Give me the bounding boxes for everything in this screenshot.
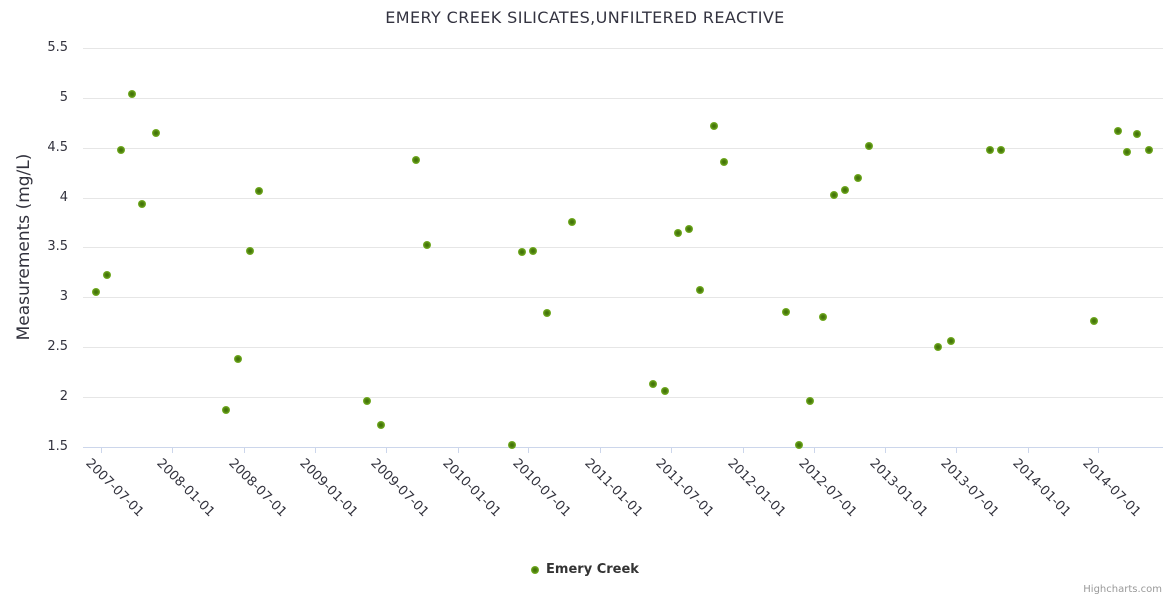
x-axis-line bbox=[83, 447, 1163, 448]
data-point[interactable] bbox=[710, 121, 719, 130]
x-tick-label: 2012-07-01 bbox=[795, 456, 860, 521]
y-tick-label: 1.5 bbox=[47, 439, 68, 454]
data-point[interactable] bbox=[865, 141, 874, 150]
x-tick-label: 2014-01-01 bbox=[1009, 456, 1074, 521]
x-tick-label: 2009-07-01 bbox=[367, 456, 432, 521]
data-point[interactable] bbox=[934, 343, 943, 352]
y-tick-label: 2.5 bbox=[47, 339, 68, 355]
x-tick-label: 2013-01-01 bbox=[866, 456, 931, 521]
legend-item-emery-creek[interactable]: Emery Creek bbox=[546, 562, 639, 577]
data-point[interactable] bbox=[518, 248, 527, 257]
data-point[interactable] bbox=[1089, 317, 1098, 326]
data-point[interactable] bbox=[376, 421, 385, 430]
chart-title: EMERY CREEK SILICATES,UNFILTERED REACTIV… bbox=[385, 8, 785, 27]
x-tick bbox=[243, 448, 245, 453]
data-point[interactable] bbox=[1144, 145, 1153, 154]
data-point[interactable] bbox=[1113, 126, 1122, 135]
x-tick-label: 2014-07-01 bbox=[1079, 456, 1144, 521]
x-tick bbox=[670, 448, 672, 453]
data-point[interactable] bbox=[567, 218, 576, 227]
x-tick-label: 2011-07-01 bbox=[652, 456, 717, 521]
data-point[interactable] bbox=[127, 89, 136, 98]
x-tick bbox=[956, 448, 958, 453]
gridline bbox=[83, 297, 1163, 299]
data-point[interactable] bbox=[674, 229, 683, 238]
data-point[interactable] bbox=[818, 313, 827, 322]
data-point[interactable] bbox=[685, 225, 694, 234]
data-point[interactable] bbox=[507, 441, 516, 449]
x-tick-label: 2010-01-01 bbox=[439, 456, 504, 521]
data-point[interactable] bbox=[854, 173, 863, 182]
gridline bbox=[83, 397, 1163, 399]
data-point[interactable] bbox=[829, 190, 838, 199]
x-tick-label: 2008-01-01 bbox=[153, 456, 218, 521]
y-tick-label: 5.5 bbox=[47, 39, 68, 55]
data-point[interactable] bbox=[782, 308, 791, 317]
data-point[interactable] bbox=[649, 380, 658, 389]
x-tick bbox=[813, 448, 815, 453]
data-point[interactable] bbox=[221, 406, 230, 415]
highcharts-credits-link[interactable]: Highcharts.com bbox=[1083, 584, 1162, 595]
data-point[interactable] bbox=[696, 286, 705, 295]
y-tick-label: 3.5 bbox=[47, 239, 68, 255]
y-tick-label: 4.5 bbox=[47, 139, 68, 155]
gridline bbox=[83, 347, 1163, 349]
y-tick-label: 3 bbox=[59, 289, 68, 305]
gridline bbox=[83, 247, 1163, 249]
data-point[interactable] bbox=[840, 185, 849, 194]
legend-marker-icon[interactable] bbox=[531, 565, 540, 574]
x-tick-label: 2012-01-01 bbox=[723, 456, 789, 521]
data-point[interactable] bbox=[1132, 129, 1141, 138]
x-tick bbox=[528, 448, 530, 453]
x-tick bbox=[1027, 448, 1029, 453]
data-point[interactable] bbox=[985, 145, 994, 154]
x-tick-label: 2009-01-01 bbox=[296, 456, 361, 521]
data-point[interactable] bbox=[234, 355, 243, 364]
x-tick bbox=[600, 448, 602, 453]
data-point[interactable] bbox=[806, 397, 815, 406]
data-point[interactable] bbox=[254, 186, 263, 195]
gridline bbox=[83, 147, 1163, 149]
y-tick-label: 5 bbox=[59, 89, 68, 105]
data-point[interactable] bbox=[529, 247, 538, 256]
gridline bbox=[83, 197, 1163, 199]
data-point[interactable] bbox=[795, 441, 804, 449]
data-point[interactable] bbox=[1122, 147, 1131, 156]
y-tick-label: 4 bbox=[59, 189, 68, 205]
x-tick-label: 2010-07-01 bbox=[509, 456, 574, 521]
gridline bbox=[83, 47, 1163, 49]
y-tick-label: 2 bbox=[59, 389, 68, 405]
x-tick bbox=[100, 448, 102, 453]
data-point[interactable] bbox=[246, 247, 255, 256]
data-point[interactable] bbox=[996, 145, 1005, 154]
x-tick bbox=[742, 448, 744, 453]
data-point[interactable] bbox=[542, 309, 551, 318]
data-point[interactable] bbox=[152, 128, 161, 137]
data-point[interactable] bbox=[660, 387, 669, 396]
data-point[interactable] bbox=[720, 157, 729, 166]
data-point[interactable] bbox=[423, 241, 432, 250]
x-tick bbox=[172, 448, 174, 453]
data-point[interactable] bbox=[102, 271, 111, 280]
x-tick bbox=[385, 448, 387, 453]
data-point[interactable] bbox=[92, 288, 101, 297]
data-point[interactable] bbox=[362, 397, 371, 406]
x-tick bbox=[885, 448, 887, 453]
x-tick-label: 2007-07-01 bbox=[82, 456, 147, 521]
data-point[interactable] bbox=[411, 155, 420, 164]
x-tick-label: 2011-01-01 bbox=[581, 456, 646, 521]
x-tick-label: 2008-07-01 bbox=[224, 456, 289, 521]
x-tick bbox=[1098, 448, 1100, 453]
x-tick bbox=[315, 448, 317, 453]
legend: Emery Creek bbox=[0, 562, 1170, 577]
x-tick bbox=[457, 448, 459, 453]
gridline bbox=[83, 97, 1163, 99]
data-point[interactable] bbox=[116, 145, 125, 154]
data-point[interactable] bbox=[947, 337, 956, 346]
data-point[interactable] bbox=[138, 200, 147, 209]
x-tick-label: 2013-07-01 bbox=[937, 456, 1002, 521]
